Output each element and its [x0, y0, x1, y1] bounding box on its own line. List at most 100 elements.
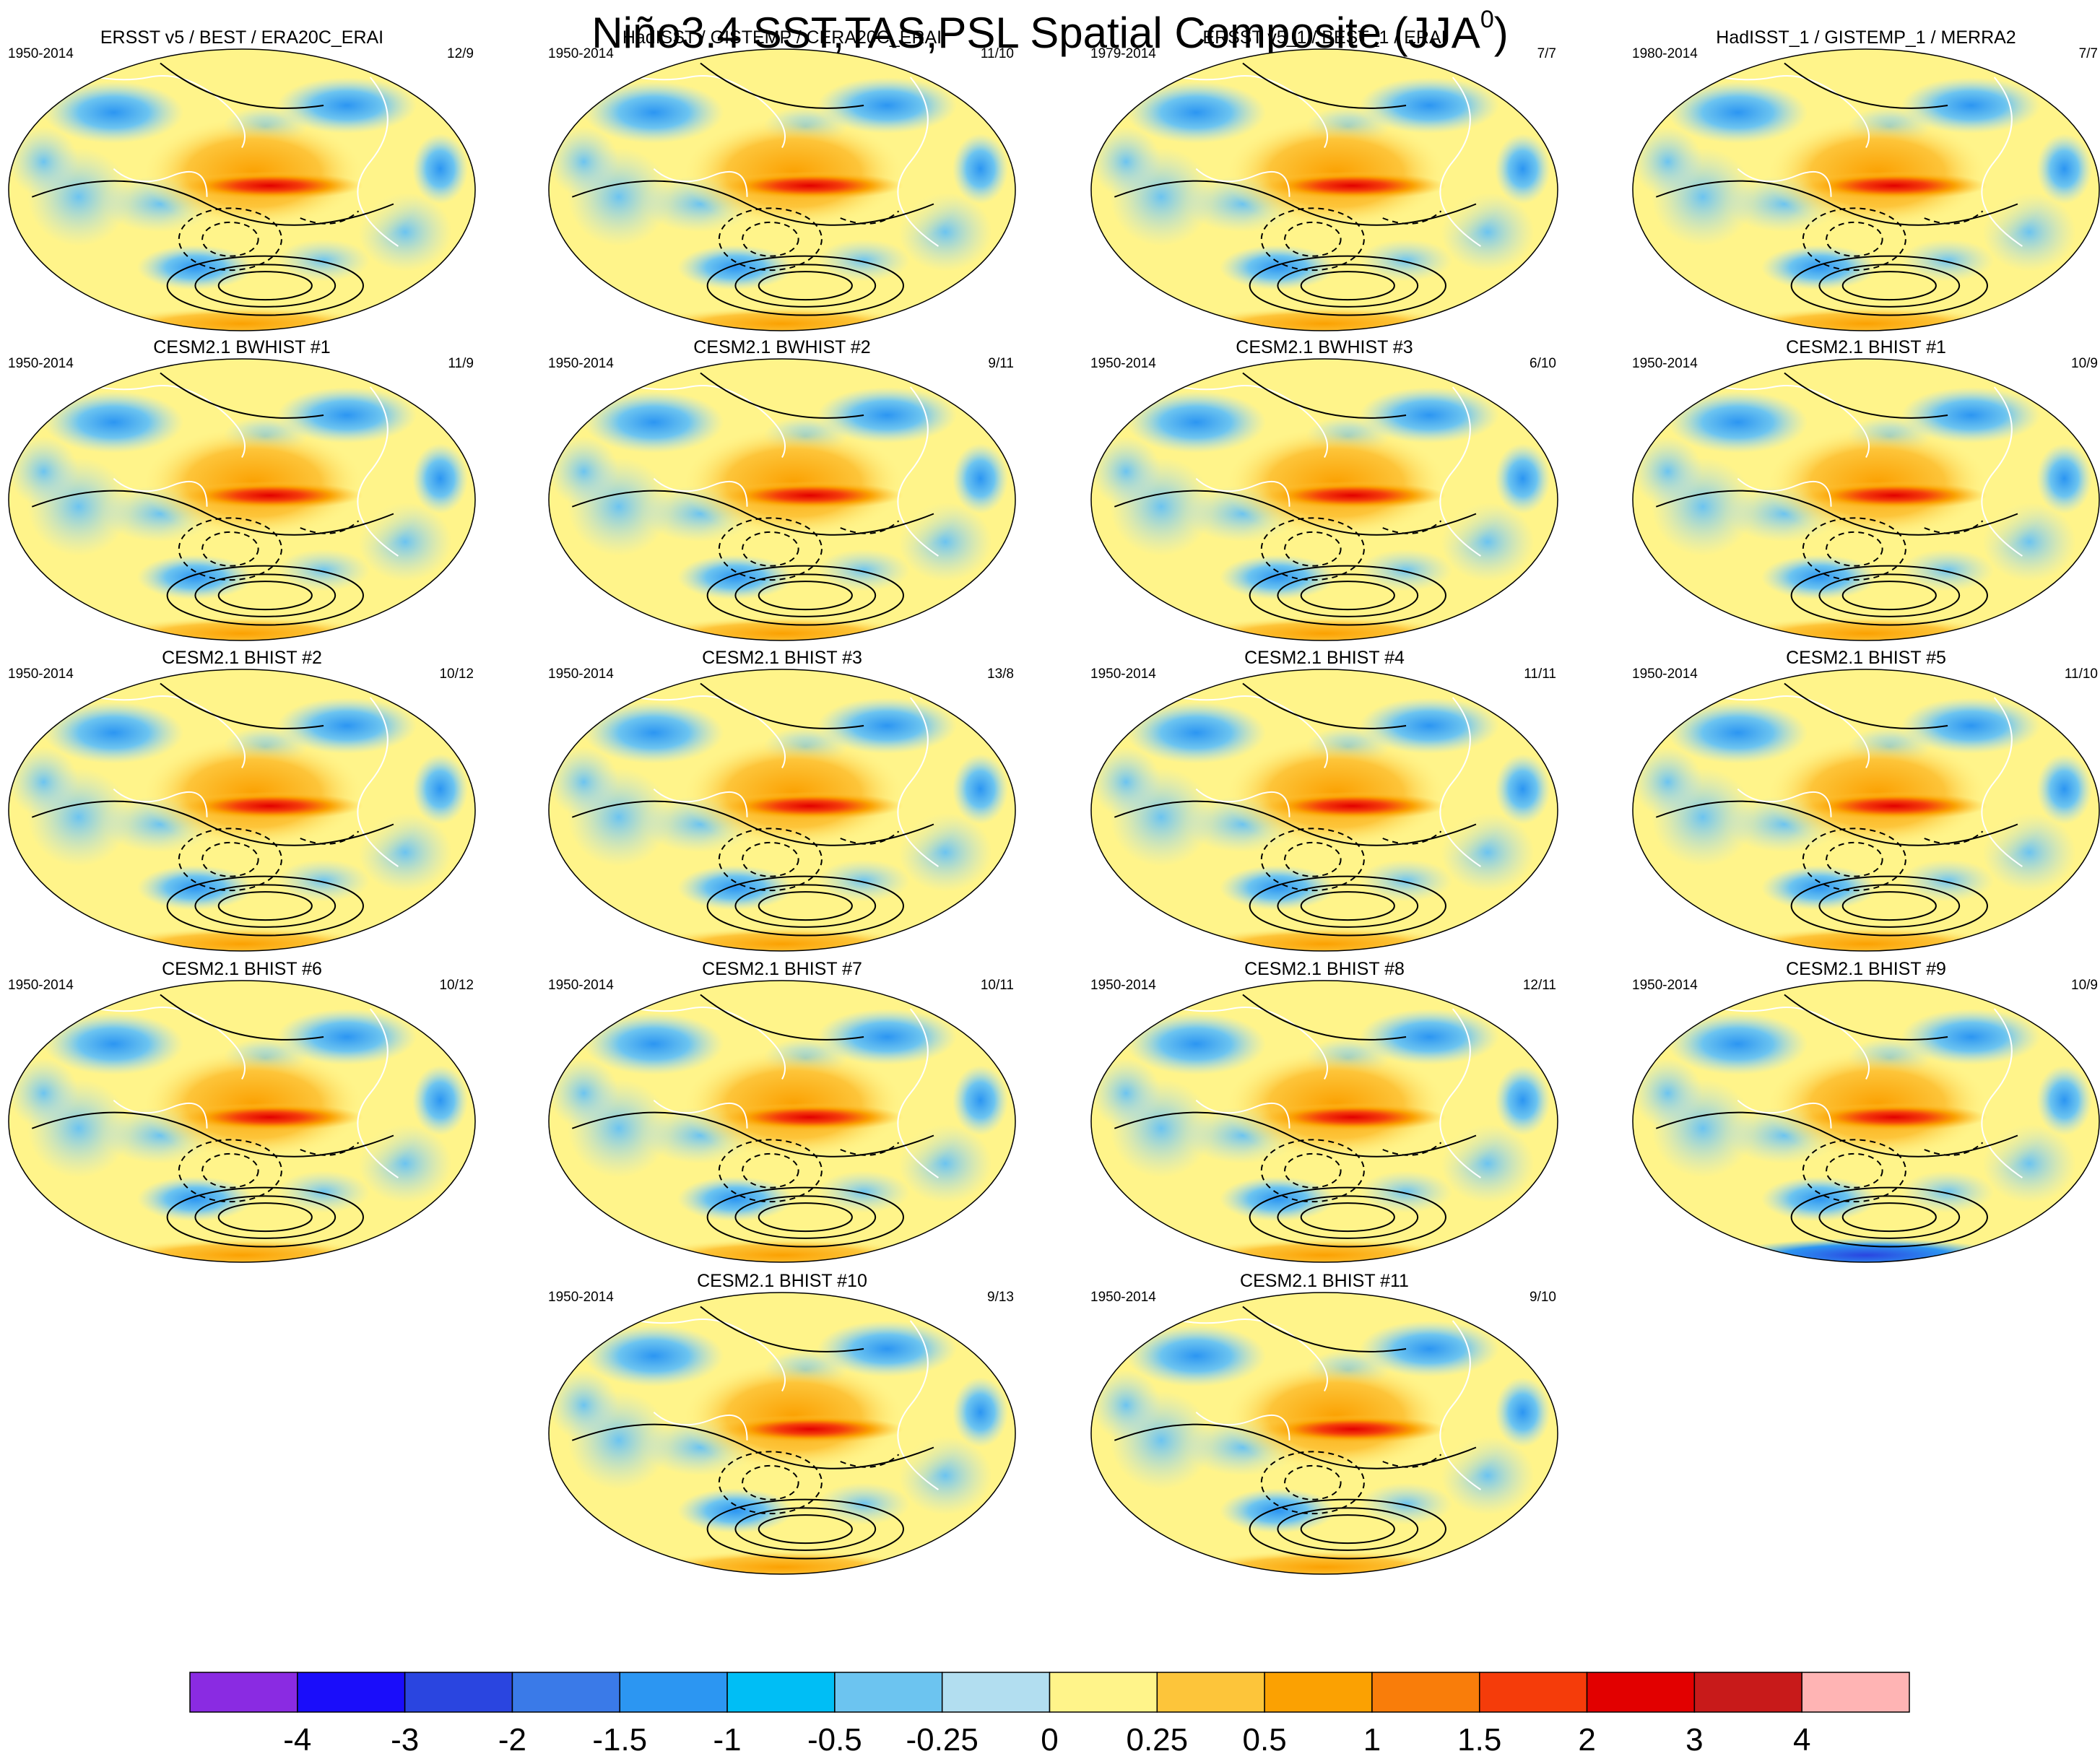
colorbar-tick-label: 2: [1578, 1722, 1595, 1758]
cool-anomaly-patch: [1126, 701, 1267, 764]
psl-contour-negative: [840, 1142, 900, 1156]
coastline: [653, 789, 748, 817]
polar-anomaly-band: [102, 306, 382, 331]
map-panel: CESM2.1 BHIST #6 1950-2014 10/12: [8, 959, 476, 1263]
coastline: [1439, 77, 1481, 247]
psl-contour-positive: [1114, 800, 1477, 846]
psl-contour-positive: [1114, 1423, 1477, 1469]
coastline: [1439, 1008, 1481, 1178]
cool-anomaly-patch: [549, 436, 619, 507]
map-outline: [1632, 669, 2100, 952]
cool-anomaly-patch: [817, 1482, 911, 1525]
psl-contour-positive: [1114, 1111, 1477, 1158]
panel-count: 9/13: [987, 1290, 1014, 1305]
psl-contour-positive: [734, 264, 877, 308]
psl-contour-positive: [1784, 994, 1948, 1041]
cool-anomaly-patch: [952, 754, 1009, 825]
colorbar-tick-label: -1.5: [592, 1722, 647, 1758]
polar-anomaly-band: [1184, 1550, 1465, 1574]
map-panel: CESM2.1 BHIST #2 1950-2014 10/12: [8, 648, 476, 952]
panel-years: 1950-2014: [548, 356, 614, 371]
panel-years: 1950-2014: [548, 978, 614, 993]
cool-anomaly-patch: [9, 1058, 79, 1129]
cool-anomaly-patch: [1667, 1012, 1808, 1075]
psl-contour-positive: [758, 271, 853, 301]
psl-contour-negative: [1260, 1139, 1365, 1203]
cool-anomaly-patch: [583, 81, 724, 144]
map-outline: [548, 358, 1016, 641]
cool-anomaly-patch: [2036, 443, 2093, 514]
psl-contour-negative: [178, 828, 282, 892]
coastline: [357, 697, 399, 867]
psl-contour-negative: [300, 1142, 360, 1156]
psl-contour-positive: [571, 180, 934, 226]
panel-count: 7/7: [2079, 46, 2098, 61]
colorbar-tick-label: 0.25: [1126, 1722, 1188, 1758]
panel-years: 1950-2014: [8, 46, 74, 61]
cool-anomaly-patch: [1633, 747, 1703, 817]
panel-count: 10/12: [439, 666, 474, 682]
psl-contour-negative: [1260, 828, 1365, 892]
panel-years: 1950-2014: [1632, 356, 1698, 371]
cool-anomaly-patch: [9, 436, 79, 507]
cool-anomaly-patch: [1633, 1058, 1703, 1129]
map-panel: CESM2.1 BHIST #11 1950-2014 9/10: [1090, 1271, 1558, 1575]
psl-contours: [571, 682, 934, 937]
polar-anomaly-band: [1726, 306, 2006, 331]
equatorial-warm-core: [1259, 791, 1446, 820]
psl-contour-positive: [1249, 1498, 1446, 1560]
psl-contour-negative: [718, 517, 823, 581]
panel-title: CESM2.1 BHIST #6: [162, 959, 322, 979]
psl-contours: [31, 994, 394, 1248]
psl-contours: [1655, 682, 2018, 937]
polar-anomaly-band: [102, 1238, 382, 1262]
equatorial-warm-core: [1259, 1103, 1446, 1132]
equatorial-warm-core: [176, 791, 363, 820]
map-outline: [548, 669, 1016, 952]
psl-contour-negative: [840, 520, 900, 534]
cool-anomaly-patch: [1126, 81, 1267, 144]
psl-contours: [1114, 62, 1477, 316]
psl-contour-negative: [1382, 1454, 1442, 1468]
map-panel: CESM2.1 BHIST #7 1950-2014 10/11: [548, 959, 1016, 1263]
equatorial-warm-core: [1259, 171, 1446, 200]
psl-contour-positive: [1277, 884, 1419, 928]
psl-contour-positive: [1242, 682, 1407, 729]
cool-anomaly-patch: [817, 1171, 911, 1213]
cool-anomaly-patch: [549, 1058, 619, 1129]
coastline: [653, 168, 748, 197]
psl-contours: [1114, 372, 1477, 626]
colorbar-swatch: [1264, 1672, 1373, 1713]
psl-contour-negative: [201, 221, 259, 257]
psl-contour-positive: [166, 875, 364, 937]
cool-anomaly-patch: [1126, 391, 1267, 453]
panel-years: 1950-2014: [8, 978, 74, 993]
map-outline: [1090, 358, 1558, 641]
psl-contour-positive: [160, 994, 324, 1041]
cool-anomaly-patch: [1359, 1009, 1500, 1065]
colorbar-swatch: [941, 1672, 1051, 1713]
map-panel: CESM2.1 BHIST #3 1950-2014 13/8: [548, 648, 1016, 952]
panel-title: ERSST v5_1 / BEST_1 / ERAI: [1202, 27, 1446, 48]
coastline: [653, 1100, 748, 1129]
psl-contour-negative: [178, 517, 282, 581]
map-outline: [8, 358, 476, 641]
psl-contour-negative: [300, 830, 360, 845]
panel-title: CESM2.1 BHIST #9: [1786, 959, 1946, 979]
colorbar-swatch: [1049, 1672, 1158, 1713]
polar-anomaly-band: [642, 306, 922, 331]
colorbar-swatch: [619, 1672, 728, 1713]
polar-anomaly-band: [642, 926, 922, 951]
panel-count: 7/7: [1537, 46, 1556, 61]
cool-anomaly-patch: [277, 77, 417, 134]
psl-contour-positive: [1784, 682, 1948, 729]
cool-anomaly-patch: [1901, 239, 1995, 282]
panel-years: 1950-2014: [548, 46, 614, 61]
map-panel: CESM2.1 BWHIST #2 1950-2014 9/11: [548, 337, 1016, 641]
map-outline: [1090, 48, 1558, 331]
equatorial-warm-core: [716, 481, 903, 510]
panel-title: ERSST v5 / BEST / ERA20C_ERAI: [100, 27, 383, 48]
coastline: [113, 789, 208, 817]
cool-anomaly-patch: [1091, 1370, 1161, 1441]
panel-count: 6/10: [1530, 356, 1556, 371]
